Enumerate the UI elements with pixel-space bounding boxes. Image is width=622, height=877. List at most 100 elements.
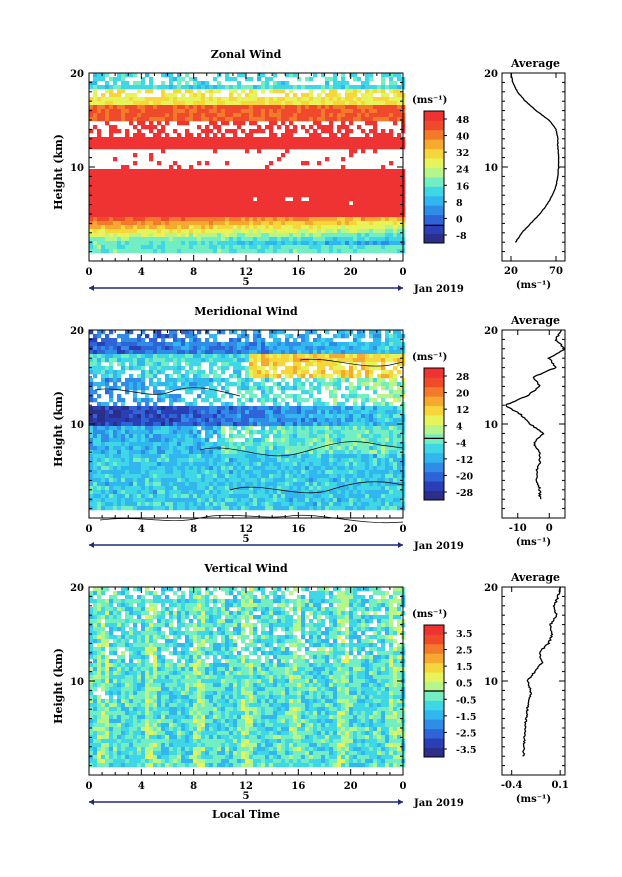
colorbar-tick-label: 48 (456, 115, 470, 126)
average-frame (502, 73, 565, 261)
colorbar-swatch (424, 748, 444, 758)
x-tick-label: 0 (400, 524, 407, 535)
contour-line (100, 515, 403, 522)
colorbar-swatch (424, 406, 444, 416)
x-tick-label: 4 (138, 524, 145, 535)
panel-title: Zonal Wind (211, 48, 282, 61)
colorbar-tick-label: -3.5 (456, 745, 476, 756)
colorbar-swatch (424, 710, 444, 720)
colorbar-tick-label: -8 (456, 231, 467, 242)
date-tick-label: 5 (243, 277, 250, 288)
colorbar-tick-label: -20 (456, 471, 474, 482)
colorbar-swatch (424, 149, 444, 159)
colorbar-tick-label: 24 (456, 165, 470, 176)
colorbar-swatch (424, 111, 444, 121)
x-tick-label: 20 (344, 267, 358, 278)
colorbar-tick-label: -0.5 (456, 695, 476, 706)
colorbar-tick-label: 1.5 (456, 662, 473, 673)
x-tick-label: 16 (291, 524, 305, 535)
colorbar-unit: (ms⁻¹) (412, 95, 447, 106)
colorbar-swatch (424, 168, 444, 178)
colorbar-swatch (424, 425, 444, 435)
average-frame (502, 330, 565, 518)
x-tick-label: 0 (86, 781, 93, 792)
colorbar-swatch (424, 462, 444, 472)
y-tick-label: 20 (70, 326, 84, 337)
colorbar-swatch (424, 396, 444, 406)
avg-x-tick-label: -0.4 (501, 780, 523, 791)
colorbar-swatch (424, 672, 444, 682)
date-tick-label: 5 (243, 534, 250, 545)
colorbar-swatch (424, 481, 444, 491)
colorbar-tick-label: 12 (456, 405, 469, 416)
colorbar-swatch (424, 186, 444, 196)
y-tick-label: 20 (70, 69, 84, 80)
date-tick-label: 5 (243, 791, 250, 802)
colorbar-swatch (424, 139, 444, 149)
avg-unit: (ms⁻¹) (516, 794, 551, 805)
average-line (506, 330, 565, 499)
avg-y-tick-label: 10 (484, 677, 498, 688)
colorbar-tick-label: -12 (456, 455, 473, 466)
x-tick-label: 0 (400, 267, 407, 278)
colorbar-unit: (ms⁻¹) (412, 352, 447, 363)
colorbar-swatch (424, 415, 444, 425)
y-tick-label: 10 (70, 420, 84, 431)
colorbar-swatch (424, 729, 444, 739)
colorbar-swatch (424, 177, 444, 187)
average-title: Average (510, 57, 560, 70)
x-tick-label: 8 (190, 524, 197, 535)
avg-y-tick-label: 20 (484, 326, 498, 337)
x-tick-label: 16 (291, 267, 305, 278)
colorbar-swatch (424, 625, 444, 635)
y-tick-label: 20 (70, 583, 84, 594)
panel-title: Vertical Wind (203, 562, 288, 575)
x-tick-label: 0 (400, 781, 407, 792)
colorbar-swatch (424, 377, 444, 387)
colorbar-swatch (424, 453, 444, 463)
colorbar-swatch (424, 196, 444, 206)
avg-unit: (ms⁻¹) (516, 280, 551, 291)
average-title: Average (510, 571, 560, 584)
colorbar-unit: (ms⁻¹) (412, 609, 447, 620)
y-tick-label: 10 (70, 677, 84, 688)
average-title: Average (510, 314, 560, 327)
average-line (511, 73, 559, 242)
colorbar-tick-label: 16 (456, 181, 470, 192)
colorbar-swatch (424, 634, 444, 644)
x-tick-label: 4 (138, 781, 145, 792)
avg-x-tick-label: -10 (509, 523, 527, 534)
heatmap-field (89, 73, 405, 253)
colorbar-tick-label: 4 (456, 422, 463, 433)
colorbar-swatch (424, 215, 444, 225)
colorbar-swatch (424, 120, 444, 130)
colorbar-swatch (424, 443, 444, 453)
colorbar-swatch (424, 205, 444, 215)
colorbar-tick-label: 20 (456, 389, 470, 400)
colorbar: (ms⁻¹)3.52.51.50.5-0.5-1.5-2.5-3.5 (412, 609, 476, 757)
x-tick-label: 8 (190, 781, 197, 792)
avg-unit: (ms⁻¹) (516, 537, 551, 548)
colorbar-tick-label: -2.5 (456, 728, 476, 739)
x-tick-label: 0 (86, 524, 93, 535)
colorbar-swatch (424, 472, 444, 482)
x-tick-label: 4 (138, 267, 145, 278)
colorbar-swatch (424, 700, 444, 710)
colorbar-tick-label: 3.5 (456, 629, 473, 640)
colorbar-swatch (424, 682, 444, 692)
colorbar-swatch (424, 719, 444, 729)
avg-y-tick-label: 10 (484, 163, 498, 174)
avg-y-tick-label: 20 (484, 583, 498, 594)
y-axis-label: Height (km) (52, 648, 65, 724)
colorbar-swatch (424, 644, 444, 654)
x-tick-label: 20 (344, 524, 358, 535)
colorbar-tick-label: 2.5 (456, 646, 473, 657)
colorbar-tick-label: 8 (456, 198, 463, 209)
colorbar-swatch (424, 234, 444, 244)
date-label: Jan 2019 (413, 541, 464, 552)
y-tick-label: 10 (70, 163, 84, 174)
